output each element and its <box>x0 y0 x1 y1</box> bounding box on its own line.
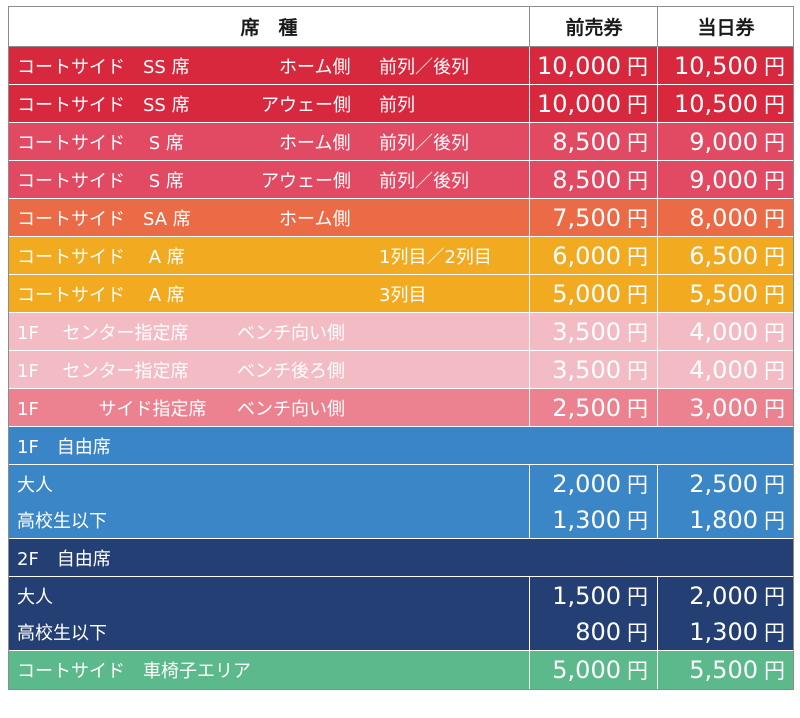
sameday-price: 3,000 円 <box>657 389 793 426</box>
seat-side: アウェー側 <box>261 94 351 116</box>
section-title: 1F 自由席 <box>17 436 111 458</box>
table-row: コートサイド A 席 1列目／2列目 6,000 円 6,500 円 <box>9 237 793 275</box>
seat-class: コートサイド SA 席 <box>17 208 191 230</box>
table-row: コートサイド SS 席 アウェー側 前列 10,000 円 10,500 円 <box>9 85 793 123</box>
table-row: 1F センター指定席 ベンチ後ろ側 3,500 円 4,000 円 <box>9 351 793 389</box>
table-row: コートサイド A 席 3列目 5,000 円 5,500 円 <box>9 275 793 313</box>
table-row: 1F サイド指定席 ベンチ向い側 2,500 円 3,000 円 <box>9 389 793 427</box>
seat-side: ベンチ向い側 <box>237 322 345 344</box>
ticket-type: 高校生以下 <box>17 623 107 644</box>
advance-price: 2,000 円 <box>529 465 656 502</box>
advance-price: 3,500 円 <box>529 313 656 350</box>
seat-row: 前列 <box>379 94 415 116</box>
seat-class: コートサイド S 席 <box>17 132 184 154</box>
header-seat: 席 種 <box>240 17 298 39</box>
seat-row: 1列目／2列目 <box>379 246 492 268</box>
seat-side: アウェー側 <box>261 170 351 192</box>
sameday-price: 10,500 円 <box>657 85 793 122</box>
advance-price: 8,500 円 <box>529 161 656 198</box>
advance-price: 1,500 円 <box>529 577 656 614</box>
table-row: コートサイド SA 席 ホーム側 7,500 円 8,000 円 <box>9 199 793 237</box>
seat-class: コートサイド A 席 <box>17 284 185 306</box>
seat-class: コートサイド SS 席 <box>17 94 190 116</box>
section-title-1f-free: 1F 自由席 <box>9 427 793 465</box>
advance-price: 6,000 円 <box>529 237 656 274</box>
table-row: 大人 1,500 円 2,000 円 <box>9 577 793 614</box>
advance-price: 5,000 円 <box>529 651 656 689</box>
advance-price: 8,500 円 <box>529 123 656 160</box>
sameday-price: 4,000 円 <box>657 313 793 350</box>
seat-class: コートサイド S 席 <box>17 170 184 192</box>
sameday-price: 9,000 円 <box>657 161 793 198</box>
header-advance: 前売券 <box>529 7 658 46</box>
advance-price: 3,500 円 <box>529 351 656 388</box>
ticket-type: 大人 <box>17 474 53 496</box>
advance-price: 1,300 円 <box>529 502 656 538</box>
table-header: 席 種 前売券 当日券 <box>9 7 793 47</box>
sameday-price: 6,500 円 <box>657 237 793 274</box>
advance-price: 10,000 円 <box>529 85 656 122</box>
seat-side: ベンチ後ろ側 <box>237 360 345 382</box>
seat-class: 1F センター指定席 <box>17 360 189 382</box>
table-row: 高校生以下 800 円 1,300 円 <box>9 614 793 651</box>
table-row: 1F センター指定席 ベンチ向い側 3,500 円 4,000 円 <box>9 313 793 351</box>
table-row: コートサイド S 席 アウェー側 前列／後列 8,500 円 9,000 円 <box>9 161 793 199</box>
table-row: コートサイド S 席 ホーム側 前列／後列 8,500 円 9,000 円 <box>9 123 793 161</box>
sameday-price: 2,500 円 <box>657 465 793 502</box>
sameday-price: 9,000 円 <box>657 123 793 160</box>
advance-price: 5,000 円 <box>529 275 656 312</box>
ticket-type: 高校生以下 <box>17 511 107 532</box>
sameday-price: 5,500 円 <box>657 651 793 689</box>
ticket-price-table: 席 種 前売券 当日券 コートサイド SS 席 ホーム側 前列／後列 10,00… <box>8 6 794 690</box>
section-title: 2F 自由席 <box>17 548 111 570</box>
seat-class: コートサイド A 席 <box>17 246 185 268</box>
seat-side: ベンチ向い側 <box>237 398 345 420</box>
seat-class: コートサイド 車椅子エリア <box>17 661 251 682</box>
table-row: 高校生以下 1,300 円 1,800 円 <box>9 502 793 539</box>
advance-price: 7,500 円 <box>529 199 656 236</box>
advance-price: 2,500 円 <box>529 389 656 426</box>
seat-row: 前列／後列 <box>379 132 469 154</box>
sameday-price: 2,000 円 <box>657 577 793 614</box>
advance-price: 800 円 <box>529 614 656 650</box>
sameday-price: 5,500 円 <box>657 275 793 312</box>
table-row: 大人 2,000 円 2,500 円 <box>9 465 793 502</box>
ticket-type: 大人 <box>17 586 53 608</box>
seat-side: ホーム側 <box>279 56 351 78</box>
seat-class: 1F サイド指定席 <box>17 398 207 420</box>
seat-row: 前列／後列 <box>379 56 469 78</box>
sameday-price: 10,500 円 <box>657 47 793 84</box>
sameday-price: 1,800 円 <box>657 502 793 538</box>
sameday-price: 4,000 円 <box>657 351 793 388</box>
seat-side: ホーム側 <box>279 208 351 230</box>
sameday-price: 1,300 円 <box>657 614 793 650</box>
section-title-2f-free: 2F 自由席 <box>9 539 793 577</box>
seat-row: 前列／後列 <box>379 170 469 192</box>
table-row-wheelchair: コートサイド 車椅子エリア 5,000 円 5,500 円 <box>9 651 793 689</box>
seat-row: 3列目 <box>379 284 427 306</box>
header-sameday: 当日券 <box>657 7 794 46</box>
seat-class: コートサイド SS 席 <box>17 56 190 78</box>
sameday-price: 8,000 円 <box>657 199 793 236</box>
advance-price: 10,000 円 <box>529 47 656 84</box>
seat-class: 1F センター指定席 <box>17 322 189 344</box>
table-row: コートサイド SS 席 ホーム側 前列／後列 10,000 円 10,500 円 <box>9 47 793 85</box>
seat-side: ホーム側 <box>279 132 351 154</box>
